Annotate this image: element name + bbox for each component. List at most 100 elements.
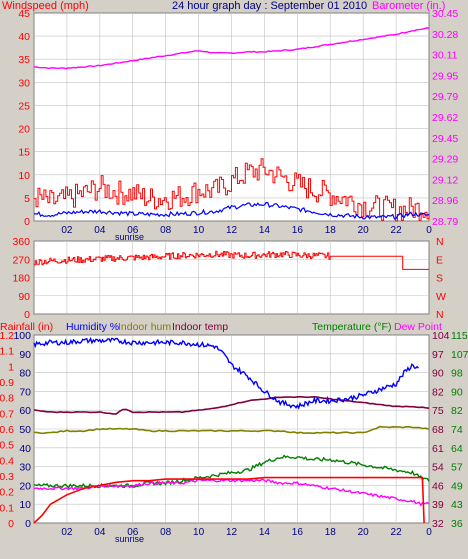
- rain-tick-label: 0.5: [0, 440, 14, 452]
- wind-tick-label: 0: [24, 216, 30, 228]
- humidity-tick-label: 70: [19, 386, 31, 398]
- compass-tick-label: S: [436, 273, 443, 285]
- temp2-tick-label: 36: [451, 518, 463, 530]
- baro-tick-label: 29.95: [432, 70, 458, 82]
- top-x-tick-label: 10: [193, 225, 205, 236]
- indoor-temp-line: [33, 395, 430, 415]
- top-x-tick-label: 04: [94, 225, 106, 236]
- humidity-tick-label: 20: [19, 480, 31, 492]
- bottom-x-tick-label: 18: [325, 527, 337, 538]
- baro-tick-label: 30.28: [432, 29, 458, 41]
- bottom-x-tick-label: 04: [94, 527, 106, 538]
- temp2-tick-label: 43: [451, 499, 463, 511]
- bottom-x-tick-label: 20: [358, 527, 370, 538]
- temp2-tick-label: 115: [451, 330, 468, 342]
- top-x-tick-label: 02: [61, 225, 73, 236]
- temp-tick-label: 82: [432, 386, 444, 398]
- top-x-tick-label: 12: [226, 225, 238, 236]
- bottom-x-tick-label: 06: [127, 527, 139, 538]
- temp-tick-label: 104: [432, 330, 450, 342]
- top-x-tick-label: 20: [358, 225, 370, 236]
- temp-tick-label: 90: [432, 368, 444, 380]
- dir-tick-label: 360: [12, 236, 30, 248]
- rainfall-line: [33, 476, 425, 524]
- temp-tick-label: 75: [432, 405, 444, 417]
- bottom-x-tick-label: 10: [193, 527, 205, 538]
- wind-tick-label: 20: [18, 124, 30, 136]
- baro-tick-label: 29.12: [432, 174, 458, 186]
- legend-dewpoint: Dew Point: [394, 321, 442, 333]
- baro-tick-label: 29.79: [432, 91, 458, 103]
- temp-tick-label: 54: [432, 462, 444, 474]
- bottom-x-tick-label: 08: [160, 527, 172, 538]
- rain-tick-label: 1.2: [0, 330, 14, 342]
- wind-tick-label: 45: [18, 8, 30, 20]
- humidity-tick-label: 10: [19, 499, 31, 511]
- humidity-line: [33, 336, 420, 410]
- indoor-humidity-line: [33, 425, 430, 435]
- chart-marks: 05101520253035404528.7928.9629.1229.2929…: [0, 8, 468, 544]
- legend-indoor-hum: Indoor hum: [118, 321, 171, 333]
- bottom-x-tick-label: 22: [391, 527, 403, 538]
- rain-tick-label: 0.9: [0, 377, 14, 389]
- dir-tick-label: 180: [12, 273, 30, 285]
- wind-tick-label: 40: [18, 31, 30, 43]
- baro-tick-label: 30.11: [432, 50, 458, 62]
- temp2-tick-label: 64: [451, 443, 463, 455]
- compass-tick-label: W: [436, 291, 446, 303]
- temp-tick-label: 97: [432, 349, 444, 361]
- humidity-tick-label: 30: [19, 462, 31, 474]
- temperature-line: [33, 454, 430, 489]
- wind-average-line: [34, 201, 430, 220]
- compass-tick-label: E: [436, 254, 443, 266]
- bottom-x-tick-label: 02: [61, 527, 73, 538]
- sunrise-label: sunrise: [115, 232, 144, 242]
- baro-tick-label: 30.45: [432, 8, 458, 20]
- baro-tick-label: 29.45: [432, 133, 458, 145]
- legend-rainfall: Rainfall (in): [0, 321, 53, 333]
- temp2-tick-label: 107: [451, 349, 468, 361]
- top-x-tick-label: 14: [259, 225, 271, 236]
- baro-tick-label: 29.62: [432, 112, 458, 124]
- temp2-tick-label: 98: [451, 368, 463, 380]
- legend-temperature: Temperature (°F): [312, 321, 391, 333]
- rain-tick-label: 0.8: [0, 393, 14, 405]
- top-x-tick-label: 22: [391, 225, 403, 236]
- compass-tick-label: N: [436, 309, 444, 321]
- bottom-x-tick-label: 0: [426, 527, 432, 538]
- legend-humidity: Humidity %: [66, 321, 119, 333]
- wind-tick-label: 10: [18, 170, 30, 182]
- barometer-axis-label: Barometer (in.): [372, 0, 445, 12]
- rain-tick-label: 1.1: [0, 346, 14, 358]
- temp-tick-label: 46: [432, 480, 444, 492]
- windspeed-axis-label: Windspeed (mph): [2, 0, 89, 12]
- wind-tick-label: 35: [18, 54, 30, 66]
- humidity-tick-label: 0: [25, 518, 31, 530]
- top-x-tick-label: 06: [127, 225, 139, 236]
- top-x-tick-label: 0: [426, 225, 432, 236]
- barometer-line: [33, 27, 429, 70]
- temp-tick-label: 39: [432, 499, 444, 511]
- top-x-tick-label: 18: [325, 225, 337, 236]
- rain-tick-label: 0.4: [0, 455, 14, 467]
- rain-tick-label: 0: [8, 518, 14, 530]
- bottom-x-tick-label: 12: [226, 527, 238, 538]
- wind-tick-label: 25: [18, 100, 30, 112]
- baro-tick-label: 28.96: [432, 195, 458, 207]
- humidity-tick-label: 50: [19, 424, 31, 436]
- temp2-tick-label: 82: [451, 405, 463, 417]
- dir-tick-label: 0: [24, 309, 30, 321]
- wind-gust-line: [34, 158, 430, 222]
- temp-tick-label: 61: [432, 443, 444, 455]
- sunrise-label: sunrise: [115, 534, 144, 544]
- humidity-tick-label: 60: [19, 405, 31, 417]
- bottom-x-tick-label: 14: [259, 527, 271, 538]
- wind-direction-line: [34, 250, 429, 270]
- temp2-tick-label: 90: [451, 386, 463, 398]
- rain-tick-label: 0.2: [0, 487, 14, 499]
- top-x-tick-label: 16: [292, 225, 304, 236]
- humidity-tick-label: 40: [19, 443, 31, 455]
- top-x-tick-label: 08: [160, 225, 172, 236]
